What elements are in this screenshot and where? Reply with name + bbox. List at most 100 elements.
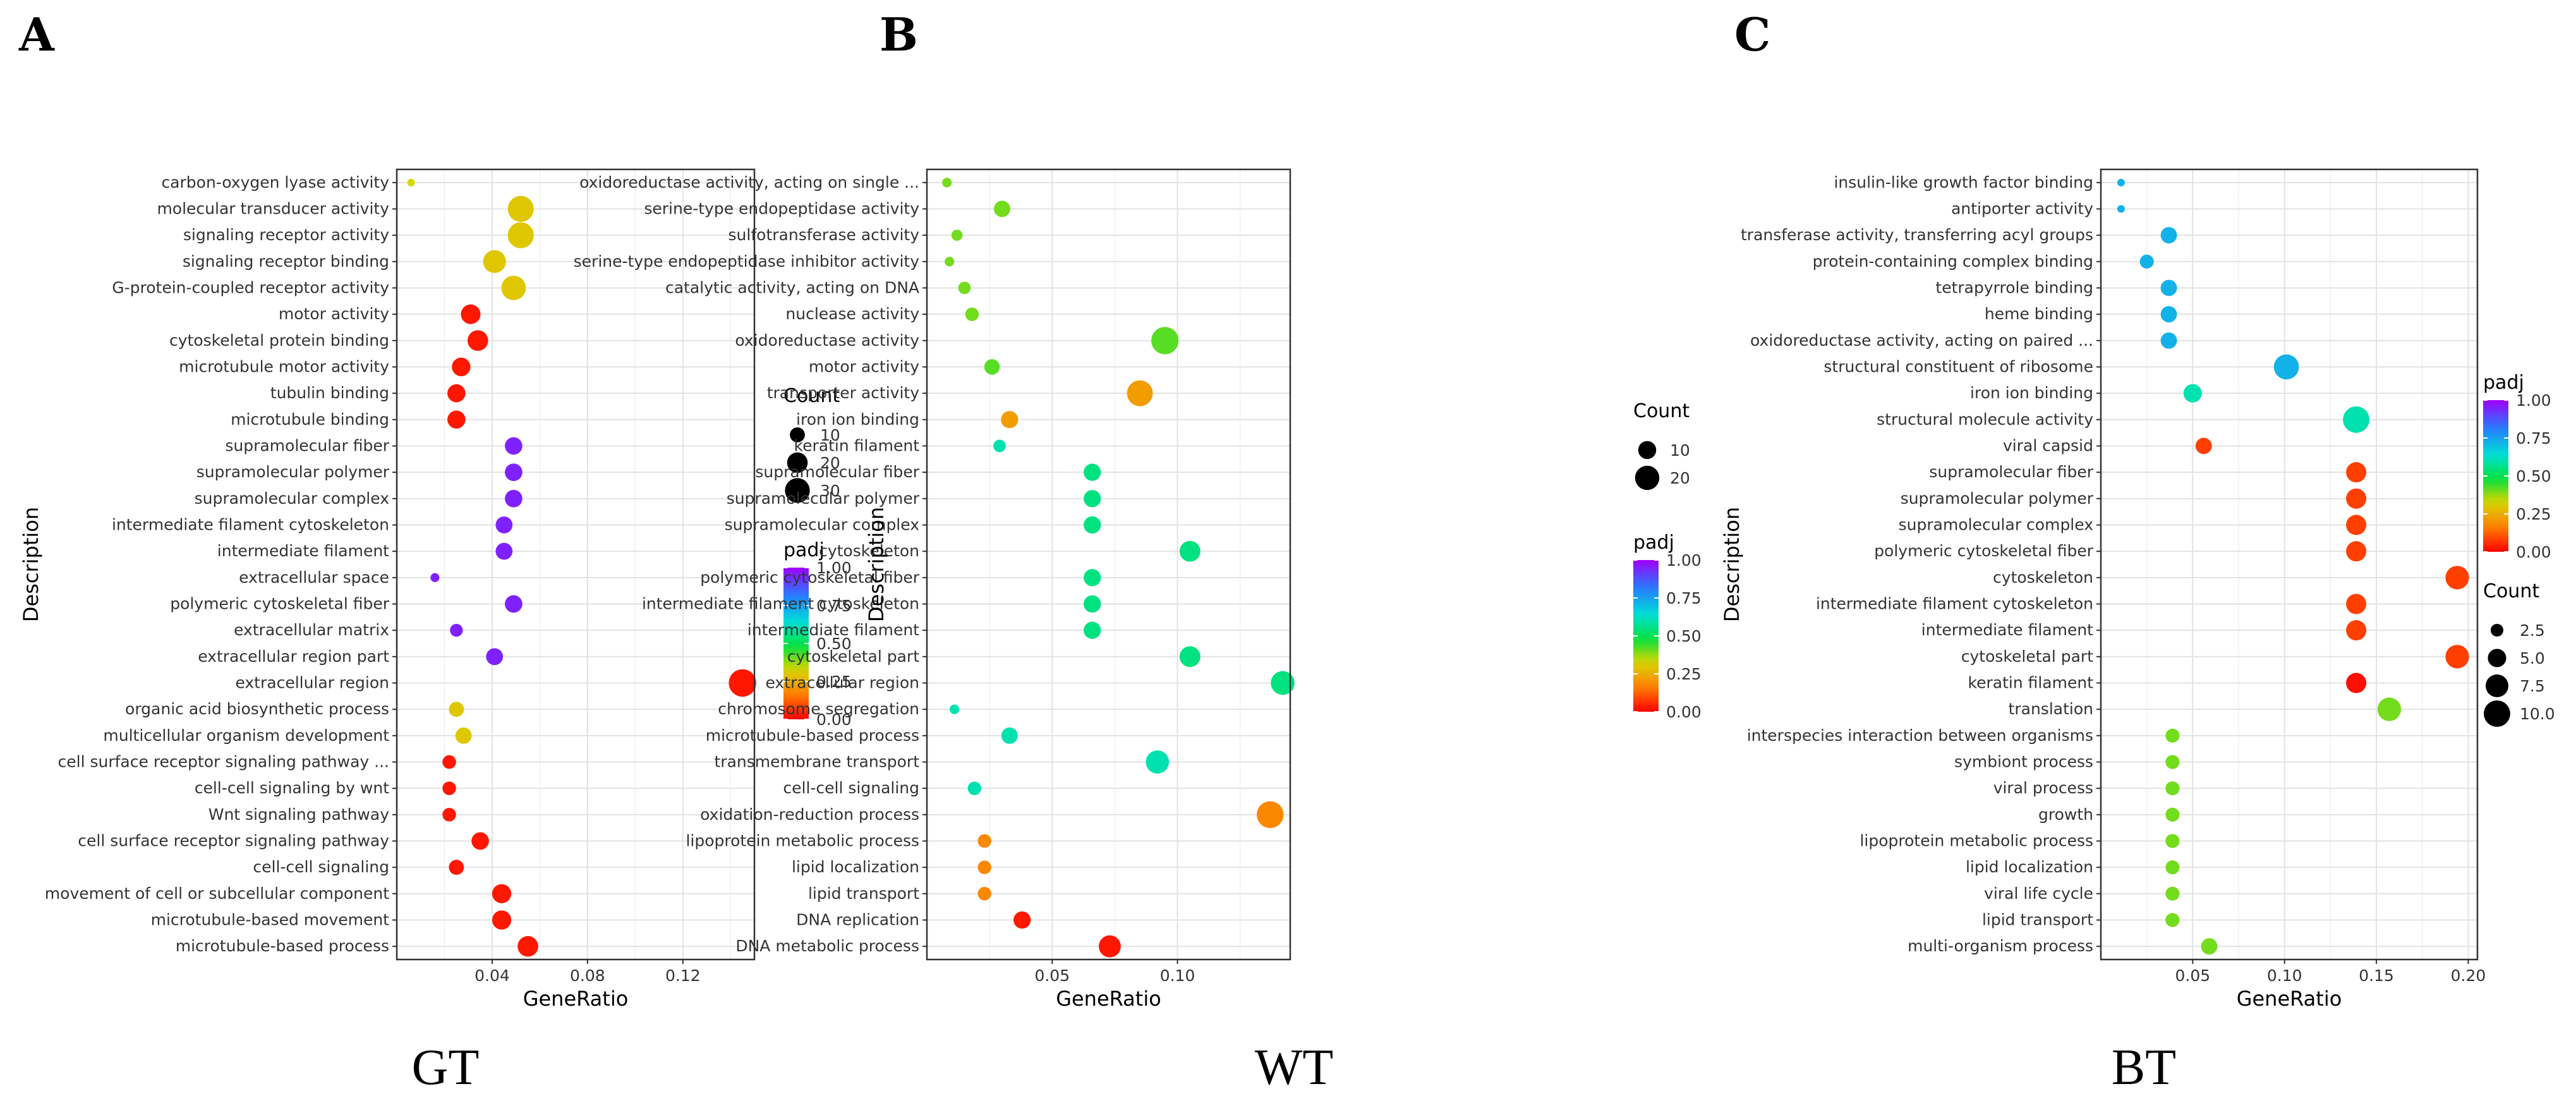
data-point <box>2117 205 2125 213</box>
group-label: GT <box>412 1040 480 1095</box>
x-tick-label: 0.05 <box>2175 966 2211 985</box>
y-tick-label: extracellular region <box>235 674 389 692</box>
data-point <box>2377 697 2402 721</box>
data-point <box>1151 327 1179 355</box>
y-tick-label: supramolecular complex <box>1899 516 2093 534</box>
y-tick-label: transmembrane transport <box>714 753 919 771</box>
y-tick-label: supramolecular complex <box>195 489 389 508</box>
y-tick-label: supramolecular polymer <box>1901 489 2094 508</box>
y-tick-label: transporter activity <box>767 384 919 402</box>
data-point <box>505 595 523 613</box>
y-tick-label: cytoskeleton <box>1993 568 2093 587</box>
count-legend-key <box>787 452 808 473</box>
count-legend: Count 10 20 30 <box>783 385 840 503</box>
data-point <box>1271 671 1295 695</box>
y-tick-label: cytoskeletal part <box>787 647 919 666</box>
y-tick-label: insulin-like growth factor binding <box>1834 173 2093 192</box>
panel-letter: B <box>880 8 918 61</box>
y-tick-label: keratin filament <box>794 437 920 455</box>
data-point <box>507 222 534 248</box>
data-point <box>2160 332 2177 349</box>
y-tick-label: microtubule-based movement <box>151 911 390 929</box>
data-point <box>977 860 991 874</box>
y-tick-label: growth <box>2038 805 2093 824</box>
data-point <box>2445 566 2469 590</box>
y-tick-label: extracellular region part <box>198 647 389 666</box>
y-tick-label: cell-cell signaling by wnt <box>195 779 389 797</box>
data-point <box>442 808 456 822</box>
data-point <box>461 304 481 324</box>
padj-tick-label: 0.25 <box>816 673 852 691</box>
data-point <box>2346 673 2367 693</box>
group-label: BT <box>2112 1040 2176 1095</box>
y-axis-title: Description <box>19 507 43 622</box>
x-tick-label: 0.10 <box>2267 966 2302 985</box>
y-tick-label: viral life cycle <box>1984 884 2093 903</box>
y-tick-label: G-protein-coupled receptor activity <box>112 279 389 297</box>
y-axis-title: Description <box>864 507 888 622</box>
data-point <box>1099 935 1121 958</box>
count-legend-key <box>2484 700 2510 727</box>
y-tick-label: multicellular organism development <box>103 726 389 745</box>
panel-wt: B WT oxidoreductase activity, acting on si… <box>574 8 1702 1095</box>
panel-letter: C <box>1734 8 1770 61</box>
y-tick-label: Wnt signaling pathway <box>209 805 389 824</box>
data-point <box>455 727 472 744</box>
padj-tick-label: 0.75 <box>1666 589 1702 607</box>
y-tick-label: structural molecule activity <box>1877 410 2093 429</box>
y-tick-label: antiporter activity <box>1951 200 2093 218</box>
y-tick-label: microtubule-based process <box>176 937 389 955</box>
padj-tick-label: 0.00 <box>816 710 852 729</box>
count-legend-key <box>1638 441 1657 460</box>
y-tick-label: protein-containing complex binding <box>1813 252 2093 271</box>
data-point <box>1013 911 1031 929</box>
data-point <box>507 195 534 222</box>
x-tick-label: 0.10 <box>1160 966 1195 985</box>
count-legend-label: 7.5 <box>2520 677 2545 695</box>
y-tick-label: polymeric cytoskeletal fiber <box>170 595 390 613</box>
count-legend-label: 20 <box>1670 469 1690 487</box>
y-tick-label: cytoskeleton <box>819 542 919 560</box>
y-tick-label: DNA replication <box>796 911 919 929</box>
y-tick-label: tubulin binding <box>270 384 389 402</box>
y-tick-label: intermediate filament <box>1921 621 2093 639</box>
data-point <box>2165 807 2180 822</box>
y-tick-label: carbon-oxygen lyase activity <box>161 173 389 192</box>
count-legend: Count 10 20 <box>1633 400 1690 491</box>
data-point <box>965 307 979 321</box>
data-point <box>471 832 489 850</box>
y-tick-label: supramolecular polymer <box>727 489 920 508</box>
y-tick-label: viral process <box>1993 779 2093 797</box>
y-tick-label: serine-type endopeptidase activity <box>644 200 919 218</box>
data-point <box>950 704 960 714</box>
data-point <box>486 648 504 666</box>
data-point <box>1146 750 1170 774</box>
y-tick-label: sulfotransferase activity <box>729 226 920 244</box>
y-tick-label: chromosome segregation <box>718 700 919 718</box>
y-tick-label: cytoskeletal protein binding <box>169 331 389 350</box>
data-point <box>2160 227 2177 244</box>
data-point <box>407 178 415 186</box>
y-tick-label: cytoskeletal part <box>1961 647 2093 666</box>
y-tick-label: motor activity <box>809 358 919 376</box>
y-tick-label: intermediate filament <box>747 621 919 639</box>
data-point <box>2165 728 2180 743</box>
padj-tick-label: 0.50 <box>2516 467 2551 485</box>
y-tick-label: translation <box>2009 700 2093 718</box>
data-point <box>1001 411 1019 429</box>
y-tick-label: lipid localization <box>792 858 919 876</box>
data-point <box>492 884 512 903</box>
y-tick-label: keratin filament <box>1968 674 2094 692</box>
y-tick-label: cell-cell signaling <box>253 858 389 876</box>
y-tick-label: oxidoreductase activity, acting on paire… <box>1750 331 2093 350</box>
x-tick-label: 0.20 <box>2451 966 2486 985</box>
padj-tick-label: 0.75 <box>2516 429 2551 448</box>
y-tick-label: lipoprotein metabolic process <box>686 832 919 850</box>
data-point <box>1257 801 1284 829</box>
count-legend-label: 30 <box>820 482 840 500</box>
count-legend-label: 10 <box>1670 441 1690 460</box>
y-tick-label: DNA metabolic process <box>735 937 919 955</box>
y-tick-label: symbiont process <box>1954 753 2093 771</box>
